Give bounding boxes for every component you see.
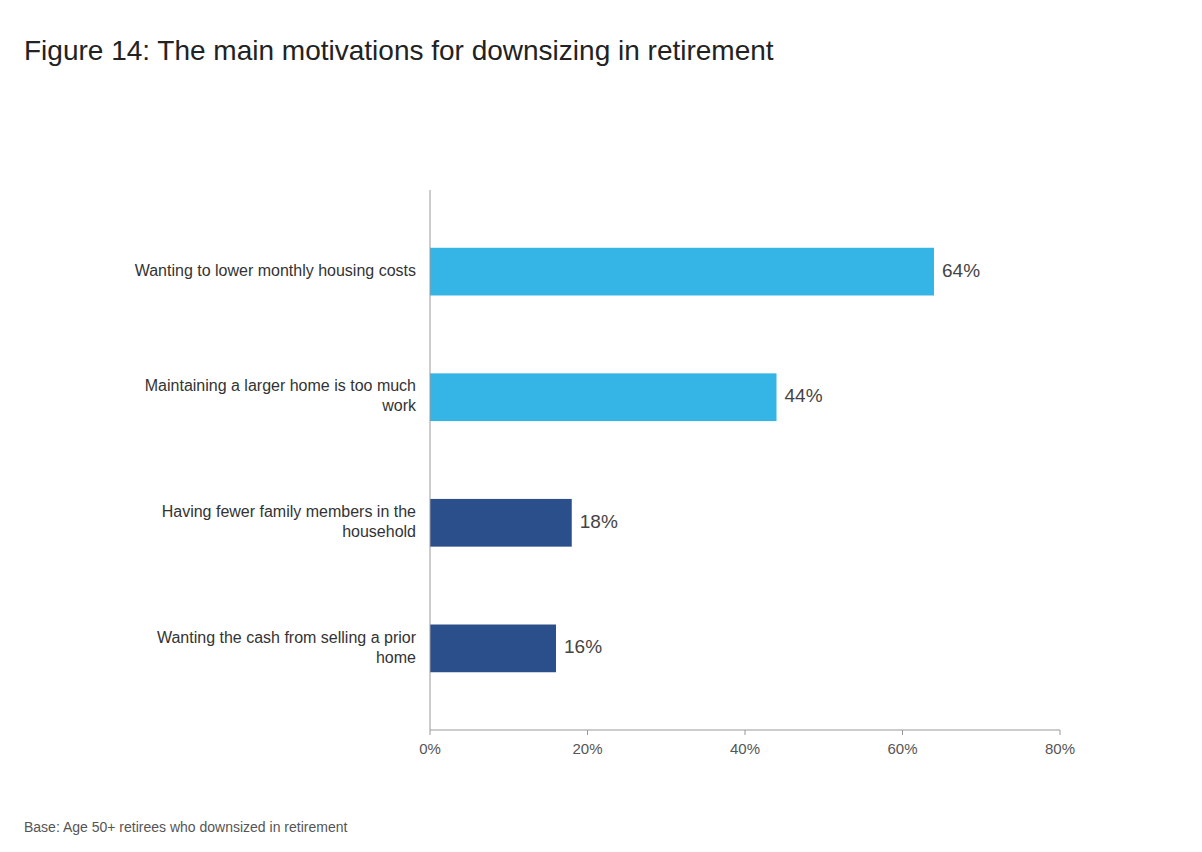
x-tick-label: 0% <box>419 740 441 757</box>
x-tick <box>902 730 903 735</box>
x-tick <box>745 730 746 735</box>
data-label: 18% <box>580 511 618 532</box>
bar <box>430 499 572 547</box>
title: Figure 14: The main motivations for down… <box>24 35 774 66</box>
x-tick-label: 40% <box>730 740 760 757</box>
x-tick <box>1060 730 1061 735</box>
chart-svg: Figure 14: The main motivations for down… <box>0 0 1202 852</box>
category-label: Wanting the cash from selling a priorhom… <box>157 629 417 666</box>
bar <box>430 373 777 421</box>
data-label: 16% <box>564 636 602 657</box>
x-tick-label: 60% <box>887 740 917 757</box>
category-label: Maintaining a larger home is too muchwor… <box>145 377 417 414</box>
x-tick-label: 80% <box>1045 740 1075 757</box>
data-label: 64% <box>942 260 980 281</box>
chart-container: Figure 14: The main motivations for down… <box>0 0 1202 852</box>
background <box>0 0 1202 852</box>
y-axis-line <box>430 190 431 730</box>
category-label: Wanting to lower monthly housing costs <box>135 262 416 279</box>
bar <box>430 625 556 673</box>
category-label: Having fewer family members in thehouseh… <box>162 503 416 540</box>
x-tick <box>430 730 431 735</box>
x-tick-label: 20% <box>572 740 602 757</box>
footnote: Base: Age 50+ retirees who downsized in … <box>24 819 347 835</box>
x-tick <box>587 730 588 735</box>
bars <box>430 248 934 672</box>
data-label: 44% <box>785 385 823 406</box>
bar <box>430 248 934 296</box>
